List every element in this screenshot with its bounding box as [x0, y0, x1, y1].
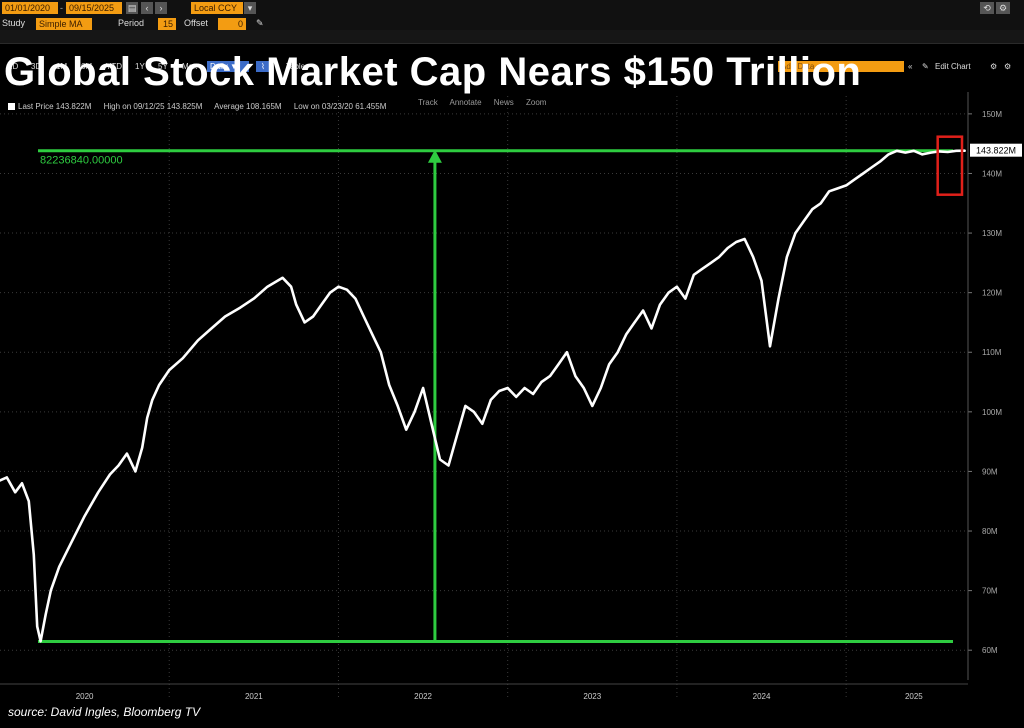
period-label: Period	[118, 18, 145, 28]
offset-field[interactable]: 0	[218, 18, 246, 30]
y-axis: 60M 70M 80M 90M 100M 110M 120M 130M 140M 150M	[967, 92, 1002, 680]
y-tick-label: 140M	[982, 169, 1002, 178]
x-tick-label: 2024	[753, 692, 771, 701]
chart-tools: Track Annotate News Zoom	[418, 97, 556, 109]
series-line-global-market-cap	[0, 149, 966, 643]
track-tool[interactable]: Track	[418, 98, 438, 107]
highlight-group: 143.822M	[936, 135, 1022, 196]
chart-gridlines	[0, 96, 968, 700]
edit-chart-icon[interactable]: ✎	[922, 62, 929, 71]
more-icon[interactable]: ⚙	[1004, 62, 1012, 71]
chart-settings-icon[interactable]: ⚙	[996, 2, 1010, 14]
arrow-head	[427, 149, 442, 163]
pencil-icon[interactable]: ✎	[256, 18, 264, 28]
y-tick-label: 60M	[982, 646, 998, 655]
previous-icon[interactable]: ‹	[141, 2, 153, 14]
last-value-tag: 143.822M	[976, 146, 1016, 156]
date-separator: -	[60, 3, 63, 13]
next-icon[interactable]: ›	[155, 2, 167, 14]
legend-last-price: Last Price 143.822M	[8, 102, 91, 111]
table-button[interactable]: Table	[286, 62, 306, 71]
range-1y[interactable]: 1Y	[135, 62, 145, 71]
range-ytd[interactable]: YTD	[106, 62, 122, 71]
last-value-tag-bg	[970, 143, 1022, 157]
range-1d[interactable]: 1D	[8, 62, 19, 71]
source-credit: source: David Ingles, Bloomberg TV	[8, 705, 201, 719]
currency-select[interactable]: Local CCY	[191, 2, 243, 14]
range-5y[interactable]: 5Y	[158, 62, 168, 71]
y-tick-label: 80M	[982, 527, 998, 536]
period-field[interactable]: 15	[158, 18, 176, 30]
y-tick-label: 120M	[982, 289, 1002, 298]
study-label: Study	[2, 18, 26, 28]
range-max[interactable]: Max	[182, 62, 198, 71]
start-date-field[interactable]: 01/01/2020	[2, 2, 58, 14]
highlight-box	[936, 135, 964, 196]
high-reference-label: 82236840.00000	[40, 155, 123, 167]
y-tick-label: 110M	[982, 348, 1002, 357]
x-tick-label: 2021	[245, 692, 263, 701]
range-1m[interactable]: 1M	[56, 62, 68, 71]
x-tick-label: 2025	[905, 692, 923, 701]
frequency-select[interactable]: Daily ▼	[207, 61, 249, 72]
dropdown-icon[interactable]: ▾	[244, 2, 256, 14]
add-data-input[interactable]: Add Data	[778, 61, 904, 72]
legend-last-price-text: Last Price 143.822M	[18, 102, 92, 111]
y-tick-label: 100M	[982, 408, 1002, 417]
x-tick-label: 2023	[583, 692, 601, 701]
y-tick-label: 70M	[982, 587, 998, 596]
edit-chart-button[interactable]: Edit Chart	[935, 62, 971, 71]
y-tick-label: 90M	[982, 467, 998, 476]
annotations: 82236840.00000	[38, 149, 953, 644]
headline: Global Stock Market Cap Nears $150 Trill…	[4, 50, 862, 94]
y-tick-label: 150M	[982, 110, 1002, 119]
x-axis: 2020 2021 2022 2023 2024 2025	[0, 683, 968, 701]
range-3d[interactable]: 3D	[31, 62, 42, 71]
news-tool[interactable]: News	[493, 98, 514, 107]
end-date-field[interactable]: 09/15/2025	[66, 2, 122, 14]
study-select[interactable]: Simple MA	[36, 18, 92, 30]
legend-average: Average 108.165M	[214, 102, 282, 111]
settings-icon[interactable]: ⚙	[990, 62, 998, 71]
range-6m[interactable]: 6M	[81, 62, 93, 71]
offset-label: Offset	[184, 18, 208, 28]
x-tick-label: 2022	[414, 692, 432, 701]
calendar-icon[interactable]: ▤	[126, 2, 138, 14]
top-toolbar: 01/01/2020 - 09/15/2025 ▤ ‹ › Local CCY …	[0, 0, 1024, 17]
legend-low: Low on 03/23/20 61.455M	[293, 102, 387, 111]
undo-icon[interactable]: ⟲	[980, 2, 994, 14]
annotate-tool[interactable]: Annotate	[449, 98, 482, 107]
range-toolbar: 1D 3D 1M 6M YTD 1Y 5Y Max Daily ▼ ⌇ Tabl…	[0, 30, 1024, 72]
study-toolbar: Study Simple MA Period 15 Offset 0 ✎	[0, 17, 1024, 30]
collapse-icon[interactable]: «	[908, 62, 913, 71]
line-chart-icon[interactable]: ⌇	[256, 61, 270, 72]
zoom-tool[interactable]: Zoom	[526, 98, 547, 107]
chart-legend: Last Price 143.822M High on 09/12/25 143…	[8, 101, 396, 113]
legend-high: High on 09/12/25 143.825M	[103, 102, 203, 111]
last-price-swatch	[8, 103, 15, 110]
x-tick-label: 2020	[76, 692, 94, 701]
y-tick-label: 130M	[982, 229, 1002, 238]
